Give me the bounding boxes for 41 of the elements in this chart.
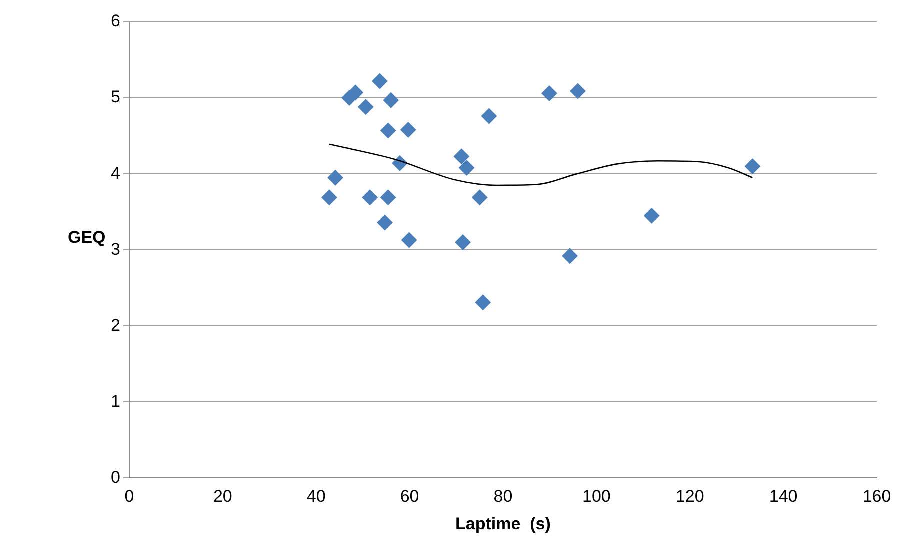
x-tick-label: 40: [306, 487, 326, 506]
y-tick-label: 5: [110, 88, 120, 107]
x-axis-title: Laptime (s): [456, 514, 551, 534]
point: [372, 73, 388, 90]
x-tick-label: 60: [400, 487, 420, 506]
point: [562, 248, 578, 264]
x-tick-label: 140: [769, 487, 798, 506]
point: [383, 92, 400, 108]
x-tick-label: 0: [124, 487, 134, 506]
line-series: [328, 144, 754, 186]
y-tick-label: 4: [110, 164, 120, 183]
x-tick-label: 80: [494, 487, 513, 506]
point: [380, 122, 396, 139]
point: [454, 148, 470, 165]
point: [481, 108, 498, 124]
y-tick-label: 0: [110, 468, 120, 487]
point: [401, 232, 418, 248]
y-tick-label: 1: [110, 392, 120, 411]
y-tick-label: 3: [110, 240, 120, 259]
point: [472, 190, 488, 206]
point: [327, 170, 344, 186]
point: [362, 190, 378, 206]
y-axis-title: GEQ: [68, 228, 106, 248]
point: [458, 160, 475, 176]
point: [380, 190, 396, 206]
point: [400, 122, 416, 138]
point: [744, 158, 761, 174]
x-tick-label: 20: [213, 487, 232, 506]
point: [475, 294, 492, 311]
point: [541, 85, 558, 102]
x-tick-label: 100: [582, 487, 611, 506]
y-tick-label: 6: [110, 12, 120, 31]
point: [455, 234, 472, 250]
x-tick-label: 160: [862, 487, 892, 506]
point: [377, 214, 394, 231]
point: [321, 190, 338, 206]
y-tick-label: 2: [110, 316, 120, 335]
point: [358, 99, 374, 116]
point: [570, 83, 586, 100]
x-tick-label: 120: [676, 487, 704, 506]
point: [644, 208, 660, 224]
